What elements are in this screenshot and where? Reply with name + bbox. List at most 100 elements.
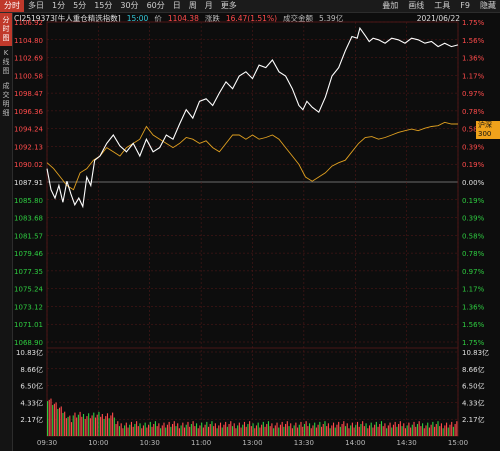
volume-bar [398,424,400,436]
volume-bar [338,421,340,436]
volume-bar [314,422,316,436]
volume-bar [103,418,105,436]
chart-frame [46,21,459,437]
volume-bar [377,426,379,436]
index-code: CI2519373[牛人重仓精选指数] [14,13,121,23]
volume-bar [214,423,216,436]
volume-bar [370,422,372,436]
volume-bar [228,424,230,436]
volume-bar [415,426,417,436]
tab-8[interactable]: 月 [204,1,213,10]
volume-bar [365,423,367,436]
tab-7[interactable]: 周 [188,1,197,10]
volume-bar [52,405,54,436]
volume-bar [367,428,369,436]
volume-bar [194,426,196,436]
pct-tick-label: 0.00% [462,179,485,187]
volume-bar [291,428,293,436]
volume-bar [456,421,458,436]
volume-tick-label-right: 4.33亿 [462,398,485,407]
sidebar-item-2[interactable]: 成交明细 [2,82,10,117]
volume-bar [298,424,300,436]
volume-bar [88,413,90,436]
volume-bar [53,403,55,436]
volume-bar [259,427,261,436]
volume-bar [105,416,107,436]
volume-bar [403,423,405,436]
sidebar-item-0[interactable]: 分时图 [0,13,12,46]
volume-bar [129,424,131,436]
price-tick-label: 1081.57 [14,232,43,240]
volume-bar [240,427,242,436]
volume-bar [432,421,434,436]
volume-bar [231,426,234,436]
volume-bar [137,426,139,436]
volume-bar [425,425,427,436]
volume-bar [386,428,388,436]
volume-bar [223,424,225,436]
volume-bar [230,421,232,436]
volume-bar [380,421,383,436]
change-label: 涨跌 [204,13,220,23]
tab-9[interactable]: 更多 [220,1,237,10]
tab-3[interactable]: 15分 [94,1,113,10]
time-tick-label: 14:30 [397,439,417,447]
top-toolbar: 分时 多日 1分 5分 15分 30分 60分日周月更多 叠加 画线 工具 F9 隐藏 [0,0,500,13]
pct-tick-label: 1.56% [462,321,485,329]
tab-5[interactable]: 60分 [146,1,165,10]
tool-button-0[interactable]: 叠加 [382,1,399,10]
tab-0[interactable]: 多日 [28,1,44,10]
volume-bar [435,424,437,436]
volume-bar [269,426,271,436]
pct-tick-label: 0.97% [462,90,485,98]
volume-bar [197,428,199,436]
period-tabs: 分时 多日 1分 5分 15分 30分 60分日周月更多 [0,0,241,12]
volume-bar [250,426,252,436]
volume-bar [303,424,305,436]
price-tick-label: 1083.68 [14,215,43,223]
tab-2[interactable]: 5分 [73,1,87,10]
volume-bar [410,427,412,436]
volume-bar [132,426,134,436]
volume-bar [93,412,95,436]
tool-button-3[interactable]: F9 [460,1,470,10]
tool-button-1[interactable]: 画线 [408,1,425,10]
tab-6[interactable]: 日 [172,1,181,10]
price-tick-label: 1096.36 [14,108,43,116]
tab-1[interactable]: 1分 [52,1,66,10]
volume-bar [329,428,331,436]
volume-bar [72,415,74,436]
price-tick-label: 1094.24 [14,126,43,134]
volume-bar [440,423,442,436]
price-tick-label: 1079.46 [14,250,43,258]
volume-bar [81,416,83,436]
volume-bar [118,426,121,436]
volume-bar [312,425,314,436]
volume-bar [334,427,336,436]
volume-bar [70,422,73,436]
volume-bar [130,421,133,436]
volume-bar [216,428,218,436]
volume-bar [442,428,444,436]
volume-bar [134,424,136,436]
volume-bar [163,422,165,436]
time-tick-label: 13:30 [294,439,314,447]
volume-bar [452,426,454,436]
volume-bar [262,421,264,436]
volume-bar [382,426,384,436]
time-tick-label: 10:30 [140,439,160,447]
tab-intraday[interactable]: 分时 [0,0,24,12]
volume-bar [281,421,283,436]
volume-bar [189,426,191,436]
time-tick-label: 14:00 [345,439,365,447]
tab-4[interactable]: 30分 [120,1,139,10]
volume-bar [57,408,59,436]
pct-tick-label: 1.17% [462,72,485,80]
volume-bar [113,417,115,436]
volume-bar [451,421,453,436]
tool-button-4[interactable]: 隐藏 [480,1,496,10]
volume-bar [343,421,345,436]
volume-bar [185,424,187,436]
tool-button-2[interactable]: 工具 [434,1,451,10]
